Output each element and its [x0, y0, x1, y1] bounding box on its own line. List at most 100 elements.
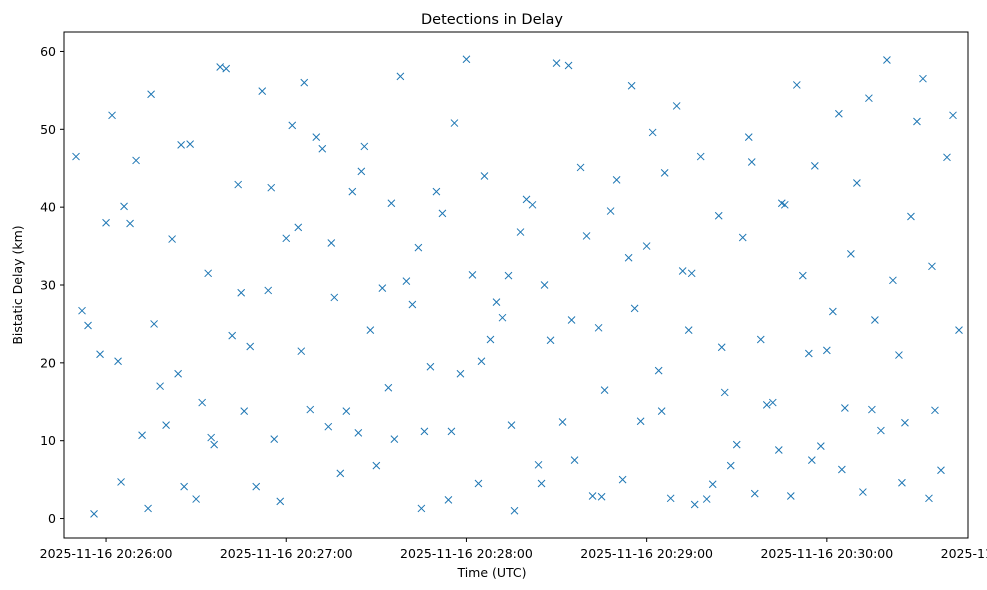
data-point: [477, 357, 486, 366]
data-point: [898, 478, 906, 487]
data-point: [342, 407, 351, 415]
data-point: [955, 326, 963, 335]
data-point: [357, 167, 366, 176]
data-point: [931, 406, 939, 415]
data-point: [132, 156, 140, 165]
data-point: [414, 243, 423, 252]
data-point: [267, 183, 276, 192]
data-point: [300, 78, 309, 87]
data-point: [606, 207, 615, 215]
data-point: [838, 465, 846, 474]
data-point: [210, 440, 219, 449]
data-point: [324, 422, 333, 431]
data-point: [162, 421, 170, 429]
data-point: [687, 269, 696, 278]
data-point: [117, 478, 125, 486]
data-point: [786, 492, 795, 500]
data-point: [919, 74, 927, 83]
data-point: [835, 109, 843, 118]
data-point: [492, 298, 501, 306]
data-point: [390, 435, 399, 443]
data-point: [624, 253, 633, 262]
data-point: [96, 350, 104, 359]
data-point: [925, 494, 933, 503]
data-point: [270, 435, 279, 443]
data-point: [642, 242, 651, 250]
data-point: [234, 180, 243, 189]
data-point: [222, 64, 231, 73]
data-point: [417, 504, 426, 513]
data-point: [726, 461, 735, 470]
data-point: [240, 407, 249, 415]
data-point: [78, 306, 86, 315]
data-point: [654, 366, 663, 375]
data-point: [336, 469, 345, 478]
data-point: [901, 418, 909, 427]
data-point: [312, 133, 321, 141]
data-point: [750, 489, 759, 498]
data-point: [732, 440, 741, 449]
data-point: [528, 200, 537, 209]
data-point: [462, 55, 471, 64]
x-axis-label: Time (UTC): [456, 565, 526, 580]
data-point: [702, 495, 711, 503]
data-point: [627, 81, 636, 90]
data-point: [258, 87, 267, 96]
data-point: [807, 456, 816, 465]
data-point: [747, 158, 756, 166]
data-point: [147, 90, 155, 99]
data-point: [714, 211, 723, 220]
data-point: [540, 281, 549, 289]
data-point: [949, 111, 957, 120]
data-point: [102, 218, 110, 227]
data-point: [594, 323, 603, 332]
data-point: [318, 144, 327, 153]
data-point: [696, 152, 705, 161]
data-point: [150, 320, 158, 328]
data-point: [144, 504, 152, 513]
data-point: [666, 494, 675, 503]
data-point: [294, 223, 303, 232]
data-point: [216, 63, 225, 71]
data-point: [498, 313, 507, 322]
data-point: [327, 239, 336, 247]
data-point: [537, 479, 546, 488]
data-point: [720, 388, 729, 397]
data-point: [288, 121, 297, 130]
data-point: [420, 427, 429, 436]
data-point: [474, 479, 483, 488]
data-points: [72, 55, 963, 518]
data-point: [180, 482, 188, 491]
data-point: [228, 331, 237, 340]
y-tick-label: 40: [40, 200, 56, 215]
data-point: [84, 321, 92, 330]
data-point: [780, 200, 789, 209]
data-point: [276, 497, 285, 506]
data-point: [868, 405, 876, 414]
data-point: [207, 433, 216, 442]
data-point: [600, 386, 609, 394]
data-point: [804, 349, 813, 358]
data-point: [114, 357, 122, 366]
data-point: [774, 446, 783, 454]
data-point: [72, 152, 80, 161]
data-point: [534, 460, 543, 469]
data-point: [186, 140, 194, 148]
data-point: [447, 427, 456, 436]
data-point: [859, 488, 867, 496]
data-point: [717, 343, 726, 352]
y-tick-label: 50: [40, 122, 56, 137]
data-point: [582, 232, 591, 240]
data-point: [841, 404, 849, 412]
data-point: [588, 492, 597, 500]
x-tick-label: 2025-11-16 20:29:00: [580, 546, 713, 561]
data-point: [768, 398, 777, 407]
data-point: [744, 133, 753, 141]
data-point: [168, 235, 176, 243]
data-point: [907, 212, 915, 221]
data-point: [928, 262, 936, 271]
data-point: [426, 362, 435, 371]
data-point: [504, 271, 513, 280]
data-point: [198, 398, 207, 407]
